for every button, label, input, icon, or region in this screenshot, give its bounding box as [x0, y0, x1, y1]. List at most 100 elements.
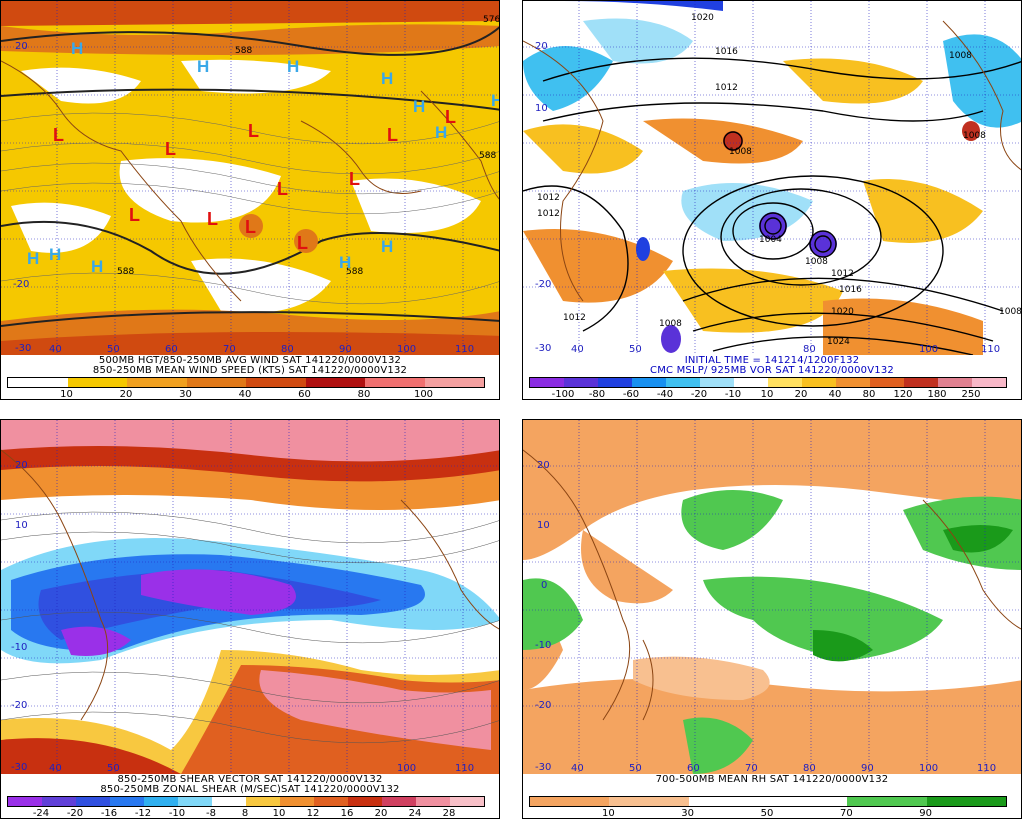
colorbar-swatch: [972, 378, 1006, 387]
high-pressure-marker: H: [287, 57, 300, 76]
colorbar-swatch: [870, 378, 904, 387]
lat-label: -20: [11, 700, 28, 711]
colorbar-swatch: [76, 797, 110, 806]
lon-label: 60: [165, 344, 178, 355]
colorbar-swatch: [598, 378, 632, 387]
colorbar-swatch: [110, 797, 144, 806]
colorbar-swatch: [688, 797, 768, 806]
low-pressure-marker: L: [165, 139, 176, 159]
lon-label: 110: [977, 763, 997, 774]
colorbar-swatch: [246, 797, 280, 806]
colorbar: [529, 796, 1007, 807]
colorbar-swatch: [8, 378, 68, 387]
rh-map-svg: [523, 420, 1021, 774]
colorbar-tick-label: 20: [374, 808, 388, 819]
high-pressure-marker: H: [491, 91, 499, 111]
colorbar-tick-label: -10: [168, 808, 186, 819]
lon-label: 110: [981, 344, 1001, 355]
colorbar-swatch: [365, 378, 425, 387]
mslp-map: 1020 1016 1012 1008 1012 1012 1004 1008 …: [523, 1, 1022, 355]
colorbar-tick-label: -10: [724, 389, 742, 400]
lon-label: 80: [281, 344, 294, 355]
colorbar-swatch: [348, 797, 382, 806]
lat-label: -10: [535, 640, 552, 651]
colorbar-tick-label: 10: [601, 808, 615, 819]
colorbar: [7, 796, 485, 807]
colorbar-swatch: [564, 378, 598, 387]
lat-label: 10: [535, 103, 548, 114]
high-pressure-marker: H: [381, 237, 394, 256]
colorbar-swatch: [767, 797, 848, 806]
colorbar-swatch: [280, 797, 314, 806]
panel-wind: 576 588 588 588 588 H H H H H H H H H H …: [0, 0, 500, 400]
colorbar-tick-label: 250: [961, 389, 981, 400]
panel-caption: INITIAL TIME = 141214/1200F132: [684, 355, 860, 366]
lat-label: -20: [535, 700, 552, 711]
colorbar-ticks: 10 20 30 40 60 80 100: [7, 389, 483, 400]
lon-label: 70: [223, 344, 236, 355]
panel-rh: 20 10 0 -10 -20 -30 40 50 60 70 80 90 10…: [522, 419, 1022, 819]
panel-caption: 850-250MB MEAN WIND SPEED (KTS) SAT 1412…: [92, 365, 408, 376]
colorbar-swatch: [609, 797, 689, 806]
colorbar-ticks: -100 -80 -60 -40 -20 -10 10 20 40 80 120 180 250: [529, 389, 1005, 400]
lon-label: 100: [919, 344, 939, 355]
colorbar-swatch: [530, 797, 610, 806]
contour-label: 588: [235, 46, 253, 56]
panel-caption: 500MB HGT/850-250MB AVG WIND SAT 141220/…: [98, 355, 402, 366]
lon-label: 40: [571, 763, 584, 774]
colorbar-tick-label: -24: [32, 808, 50, 819]
colorbar-tick-label: 12: [306, 808, 320, 819]
low-pressure-marker: L: [245, 217, 256, 237]
lat-label: -30: [11, 762, 28, 773]
lon-label: 90: [339, 344, 352, 355]
lon-label: 100: [397, 763, 417, 774]
high-pressure-marker: H: [27, 249, 40, 268]
low-pressure-marker: L: [297, 233, 308, 253]
isobar-label: 1008: [999, 307, 1022, 317]
lat-label: -30: [535, 343, 552, 354]
lat-label: 10: [537, 520, 550, 531]
colorbar-swatch: [424, 378, 484, 387]
mslp-map-svg: [523, 1, 1021, 355]
isobar-label: 1012: [831, 269, 854, 279]
rh-map: 20 10 0 -10 -20 -30 40 50 60 70 80 90 10…: [523, 420, 1021, 774]
lat-label: 20: [537, 460, 550, 471]
colorbar-ticks: 10 30 50 70 90: [529, 808, 1005, 819]
lon-label: 100: [919, 763, 939, 774]
colorbar-swatch: [178, 797, 212, 806]
colorbar-swatch: [632, 378, 666, 387]
colorbar-tick-label: 100: [413, 389, 434, 400]
lon-label: 50: [629, 344, 642, 355]
colorbar-tick-label: 28: [442, 808, 456, 819]
colorbar-tick-label: 90: [919, 808, 933, 819]
colorbar-tick-label: 50: [760, 808, 774, 819]
isobar-label: 1024: [827, 337, 850, 347]
lat-label: 20: [15, 41, 28, 52]
colorbar-tick-label: 10: [272, 808, 286, 819]
lon-label: 50: [629, 763, 642, 774]
colorbar-tick-label: -20: [690, 389, 708, 400]
lat-label: 20: [535, 41, 548, 52]
isobar-label: 1012: [563, 313, 586, 323]
lat-label: 10: [15, 520, 28, 531]
lon-label: 40: [49, 763, 62, 774]
lon-label: 100: [397, 344, 417, 355]
contour-label: 588: [117, 267, 135, 277]
low-pressure-marker: L: [277, 179, 288, 199]
lon-label: 40: [571, 344, 584, 355]
colorbar-swatch: [382, 797, 416, 806]
isobar-label: 1020: [691, 13, 714, 23]
contour-label: 588: [346, 267, 364, 277]
colorbar-swatch: [836, 378, 870, 387]
isobar-label: 1008: [963, 131, 986, 141]
isobar-label: 1004: [759, 235, 782, 245]
high-pressure-marker: H: [435, 123, 448, 142]
colorbar-swatch: [212, 797, 246, 806]
colorbar-tick-label: 70: [839, 808, 853, 819]
colorbar-tick-label: 120: [893, 389, 913, 400]
colorbar-tick-label: 180: [927, 389, 947, 400]
low-pressure-marker: L: [387, 125, 398, 145]
colorbar-swatch: [847, 797, 927, 806]
isobar-label: 1016: [839, 285, 862, 295]
high-pressure-marker: H: [381, 69, 394, 88]
